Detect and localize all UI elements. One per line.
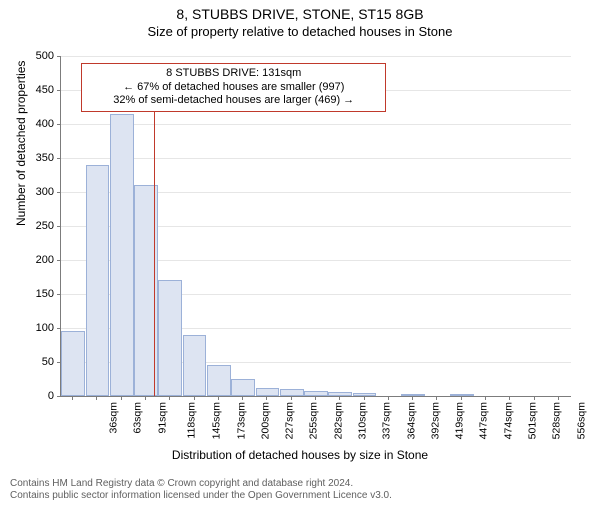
xtick-mark bbox=[339, 396, 340, 400]
ytick-mark bbox=[57, 226, 61, 227]
ytick-label: 300 bbox=[24, 186, 54, 198]
xtick-label: 227sqm bbox=[284, 402, 296, 439]
xtick-mark bbox=[558, 396, 559, 400]
xtick-label: 364sqm bbox=[405, 402, 417, 439]
ytick-label: 250 bbox=[24, 220, 54, 232]
xtick-label: 255sqm bbox=[308, 402, 320, 439]
xtick-label: 474sqm bbox=[502, 402, 514, 439]
histogram-bar bbox=[86, 165, 110, 396]
xtick-mark bbox=[315, 396, 316, 400]
gridline bbox=[61, 56, 571, 57]
chart-subtitle: Size of property relative to detached ho… bbox=[0, 24, 600, 39]
histogram-bar bbox=[61, 331, 85, 396]
chart-area: 8 STUBBS DRIVE: 131sqm← 67% of detached … bbox=[60, 56, 570, 426]
xtick-label: 556sqm bbox=[575, 402, 587, 439]
xtick-mark bbox=[194, 396, 195, 400]
ytick-label: 200 bbox=[24, 254, 54, 266]
histogram-bar bbox=[256, 388, 280, 396]
xtick-label: 145sqm bbox=[211, 402, 223, 439]
ytick-label: 400 bbox=[24, 118, 54, 130]
xtick-mark bbox=[388, 396, 389, 400]
xtick-mark bbox=[145, 396, 146, 400]
xtick-label: 392sqm bbox=[429, 402, 441, 439]
footer-line-1: Contains HM Land Registry data © Crown c… bbox=[10, 478, 392, 490]
xtick-label: 501sqm bbox=[526, 402, 538, 439]
ytick-mark bbox=[57, 328, 61, 329]
xtick-label: 310sqm bbox=[356, 402, 368, 439]
ytick-label: 500 bbox=[24, 50, 54, 62]
xtick-label: 173sqm bbox=[235, 402, 247, 439]
ytick-label: 50 bbox=[24, 356, 54, 368]
xtick-label: 63sqm bbox=[132, 402, 144, 434]
ytick-label: 0 bbox=[24, 390, 54, 402]
xtick-label: 337sqm bbox=[381, 402, 393, 439]
xtick-label: 447sqm bbox=[478, 402, 490, 439]
histogram-bar bbox=[450, 394, 474, 396]
xtick-mark bbox=[96, 396, 97, 400]
histogram-bar bbox=[183, 335, 207, 396]
histogram-bar bbox=[207, 365, 231, 396]
ytick-mark bbox=[57, 124, 61, 125]
histogram-bar bbox=[158, 280, 182, 396]
xtick-mark bbox=[169, 396, 170, 400]
xtick-mark bbox=[242, 396, 243, 400]
xtick-label: 528sqm bbox=[551, 402, 563, 439]
ytick-mark bbox=[57, 56, 61, 57]
xtick-mark bbox=[121, 396, 122, 400]
ytick-mark bbox=[57, 158, 61, 159]
ytick-mark bbox=[57, 294, 61, 295]
annotation-line: ← 67% of detached houses are smaller (99… bbox=[88, 81, 379, 95]
histogram-bar bbox=[231, 379, 255, 396]
xtick-mark bbox=[364, 396, 365, 400]
xtick-mark bbox=[461, 396, 462, 400]
ytick-mark bbox=[57, 396, 61, 397]
xtick-mark bbox=[218, 396, 219, 400]
xtick-label: 91sqm bbox=[156, 402, 168, 434]
x-axis-label: Distribution of detached houses by size … bbox=[0, 448, 600, 462]
xtick-mark bbox=[266, 396, 267, 400]
ytick-label: 100 bbox=[24, 322, 54, 334]
plot-region: 8 STUBBS DRIVE: 131sqm← 67% of detached … bbox=[60, 56, 571, 397]
xtick-label: 118sqm bbox=[186, 402, 198, 439]
xtick-mark bbox=[412, 396, 413, 400]
annotation-box: 8 STUBBS DRIVE: 131sqm← 67% of detached … bbox=[81, 63, 386, 112]
ytick-label: 450 bbox=[24, 84, 54, 96]
xtick-label: 282sqm bbox=[332, 402, 344, 439]
annotation-line: 8 STUBBS DRIVE: 131sqm bbox=[88, 67, 379, 81]
gridline bbox=[61, 158, 571, 159]
xtick-mark bbox=[436, 396, 437, 400]
ytick-label: 350 bbox=[24, 152, 54, 164]
histogram-bar bbox=[110, 114, 134, 396]
xtick-mark bbox=[509, 396, 510, 400]
xtick-mark bbox=[72, 396, 73, 400]
xtick-label: 419sqm bbox=[454, 402, 466, 439]
ytick-mark bbox=[57, 260, 61, 261]
annotation-line: 32% of semi-detached houses are larger (… bbox=[88, 94, 379, 108]
reference-line bbox=[154, 102, 155, 396]
xtick-mark bbox=[534, 396, 535, 400]
xtick-mark bbox=[291, 396, 292, 400]
footer-line-2: Contains public sector information licen… bbox=[10, 490, 392, 502]
chart-title: 8, STUBBS DRIVE, STONE, ST15 8GB bbox=[0, 6, 600, 22]
gridline bbox=[61, 124, 571, 125]
ytick-label: 150 bbox=[24, 288, 54, 300]
xtick-mark bbox=[485, 396, 486, 400]
ytick-mark bbox=[57, 192, 61, 193]
footer-attribution: Contains HM Land Registry data © Crown c… bbox=[10, 478, 392, 502]
histogram-bar bbox=[280, 389, 304, 396]
ytick-mark bbox=[57, 90, 61, 91]
xtick-label: 36sqm bbox=[108, 402, 120, 434]
xtick-label: 200sqm bbox=[259, 402, 271, 439]
